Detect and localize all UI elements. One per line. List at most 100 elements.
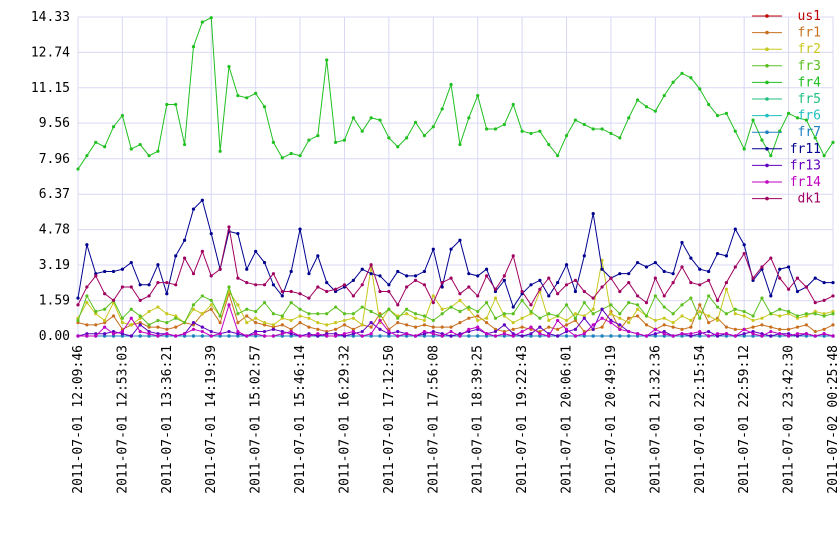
data-point: [662, 334, 666, 338]
data-point: [707, 329, 711, 334]
data-point: [751, 314, 755, 318]
data-point: [120, 285, 125, 289]
data-point: [573, 289, 578, 294]
data-point: [662, 316, 666, 320]
data-point: [307, 332, 311, 336]
data-point: [715, 252, 720, 256]
data-point: [493, 296, 498, 300]
data-point: [467, 307, 471, 311]
data-point: [200, 329, 204, 334]
data-point: [742, 243, 746, 247]
data-point: [564, 323, 569, 327]
data-point: [209, 274, 213, 278]
data-point: [298, 314, 302, 318]
data-point: [476, 309, 480, 314]
data-point: [582, 254, 586, 258]
legend-label: us1: [798, 9, 821, 24]
data-point: [227, 285, 231, 289]
data-point: [378, 274, 382, 278]
data-point: [582, 289, 586, 294]
data-point: [289, 332, 293, 336]
data-point: [94, 312, 98, 316]
y-tick-label: 3.19: [39, 258, 70, 273]
data-point: [520, 289, 524, 294]
data-point: [94, 140, 98, 144]
data-point: [449, 329, 453, 334]
data-point: [307, 334, 311, 338]
data-point: [360, 334, 364, 338]
data-point: [742, 334, 746, 338]
data-point: [600, 334, 604, 338]
data-point: [591, 307, 595, 311]
data-point: [200, 294, 204, 298]
data-point: [502, 329, 506, 334]
data-point: [120, 316, 125, 320]
data-point: [698, 283, 702, 287]
data-point: [609, 312, 613, 316]
data-point: [191, 307, 196, 311]
data-point: [662, 329, 666, 334]
data-point: [422, 323, 427, 327]
data-point: [156, 263, 160, 267]
data-point: [351, 278, 355, 282]
data-point: [724, 332, 729, 336]
data-point: [689, 332, 693, 336]
data-point: [467, 329, 471, 334]
data-point: [254, 321, 258, 325]
data-point: [582, 334, 586, 338]
data-point: [262, 260, 267, 265]
data-point: [440, 334, 444, 338]
data-point: [440, 280, 444, 285]
data-point: [627, 280, 631, 285]
data-point: [342, 334, 347, 338]
data-point: [564, 263, 569, 267]
data-point: [831, 280, 835, 285]
data-point: [564, 318, 569, 323]
data-point: [769, 329, 773, 334]
data-point: [280, 316, 284, 320]
data-point: [689, 256, 693, 260]
data-point: [724, 312, 729, 316]
data-point: [520, 325, 524, 329]
data-point: [484, 332, 489, 336]
data-point: [449, 276, 453, 280]
data-point: [689, 76, 693, 80]
legend-label: dk1: [798, 192, 821, 207]
data-point: [387, 307, 391, 311]
data-point: [458, 309, 462, 314]
data-point: [760, 332, 764, 336]
legend-label: fr3: [798, 59, 821, 74]
data-point: [804, 285, 808, 289]
data-point: [786, 334, 791, 338]
data-point: [227, 65, 231, 69]
data-point: [778, 276, 782, 280]
data-point: [360, 329, 364, 334]
data-point: [778, 314, 782, 318]
data-point: [680, 314, 684, 318]
data-point: [262, 323, 267, 327]
data-point: [254, 249, 258, 254]
data-point: [191, 272, 196, 276]
legend-marker: [765, 113, 769, 118]
data-point: [493, 287, 498, 291]
data-point: [289, 334, 293, 338]
data-point: [467, 305, 471, 309]
data-point: [751, 278, 755, 282]
data-point: [174, 314, 178, 318]
data-point: [369, 263, 373, 267]
data-point: [316, 285, 320, 289]
data-point: [671, 325, 675, 329]
data-point: [680, 71, 684, 75]
data-point: [85, 154, 89, 158]
x-tick-label: 2011-07-01 17:56:08: [426, 345, 441, 494]
x-tick-label: 2011-07-01 13:36:21: [160, 345, 175, 494]
data-point: [822, 314, 826, 318]
data-point: [653, 276, 657, 280]
data-point: [156, 149, 160, 153]
data-point: [484, 316, 489, 320]
data-point: [245, 280, 249, 285]
data-point: [405, 312, 409, 316]
data-point: [378, 327, 382, 331]
series: [76, 198, 835, 309]
data-point: [644, 314, 649, 318]
